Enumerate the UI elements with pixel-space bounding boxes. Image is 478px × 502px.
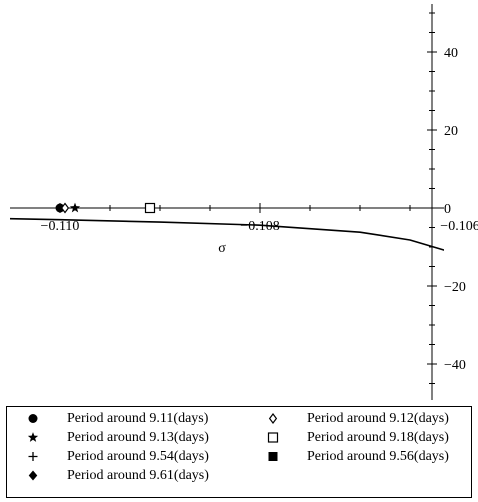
open-square-marker (267, 432, 279, 443)
data-point (60, 202, 70, 214)
legend-symbol (28, 470, 38, 481)
y-tick-label: −20 (444, 280, 466, 295)
open-diamond-marker (60, 202, 70, 214)
x-tick-label: −0.108 (240, 219, 279, 234)
chart-plot: −0.110−0.108−0.106−0.104−0.102−40−200204… (10, 4, 478, 400)
legend-label: Period around 9.13(days) (67, 430, 209, 445)
y-tick-label: 0 (444, 202, 451, 217)
filled-circle-marker (28, 414, 38, 423)
legend-label: Period around 9.56(days) (307, 449, 449, 464)
star-marker (69, 202, 81, 213)
data-point (144, 202, 156, 214)
data-points (55, 202, 156, 214)
x-tick-label: −0.110 (41, 219, 80, 234)
y-tick-label: 40 (444, 46, 458, 61)
legend: Period around 9.11(days) Period around 9.… (6, 406, 472, 498)
legend-symbol (268, 452, 278, 461)
legend-label: Period around 9.12(days) (307, 411, 449, 426)
axes (10, 4, 444, 400)
y-tick-label: −40 (444, 358, 466, 373)
tick-marks (59, 12, 437, 384)
legend-symbol (28, 414, 38, 423)
x-axis-label: σ (218, 241, 226, 256)
curve-segment (10, 217, 444, 251)
filled-diamond-marker (28, 470, 38, 481)
legend-symbol (268, 413, 278, 424)
open-diamond-marker (268, 413, 278, 424)
legend-label: Period around 9.18(days) (307, 430, 449, 445)
data-point (69, 202, 81, 213)
tick-labels: −0.110−0.108−0.106−0.104−0.102−40−200204… (41, 46, 478, 373)
legend-label: Period around 9.11(days) (67, 411, 209, 426)
curve-segments (10, 217, 444, 251)
plus-marker (28, 452, 38, 461)
legend-symbol (28, 452, 38, 461)
data-point (55, 203, 65, 213)
filled-square-marker (268, 452, 278, 461)
star-marker (27, 432, 39, 442)
legend-symbol (27, 432, 39, 442)
legend-symbol (267, 432, 279, 443)
legend-label: Period around 9.61(days) (67, 468, 209, 483)
x-tick-label: −0.106 (440, 219, 478, 234)
open-square-marker (144, 202, 156, 214)
legend-label: Period around 9.54(days) (67, 449, 209, 464)
filled-circle-marker (55, 203, 65, 213)
y-tick-label: 20 (444, 124, 458, 139)
